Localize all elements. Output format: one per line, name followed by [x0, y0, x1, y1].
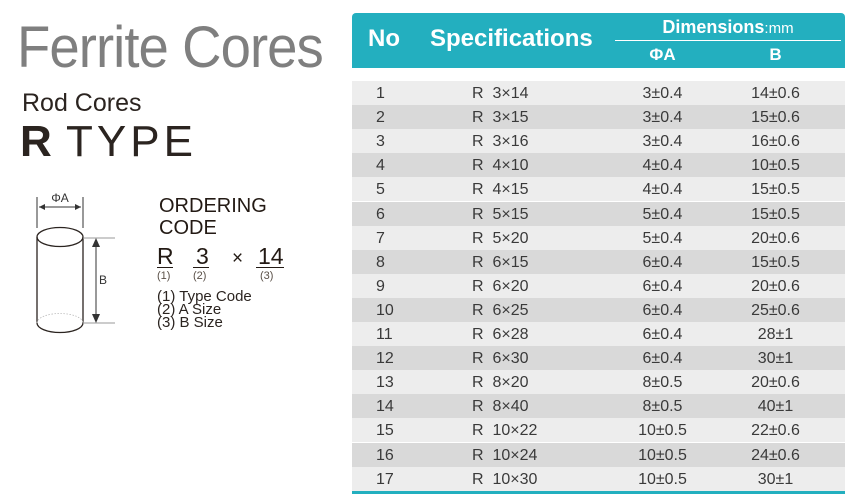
svg-text:ΦA: ΦA [51, 191, 69, 205]
svg-text:B: B [99, 273, 107, 287]
